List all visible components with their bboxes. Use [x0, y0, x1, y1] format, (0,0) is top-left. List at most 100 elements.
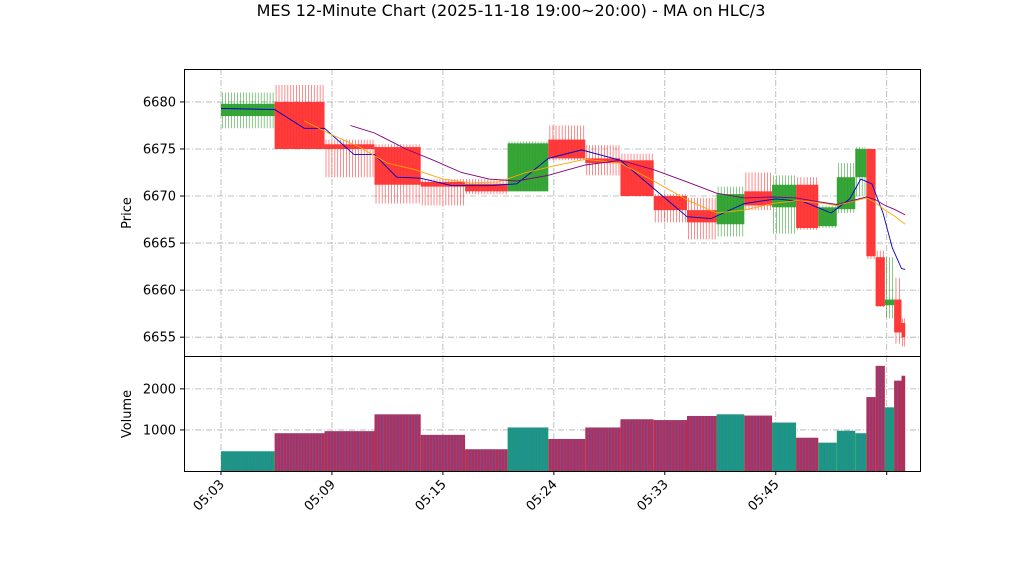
volume-bar [866, 397, 876, 471]
candle-body [855, 148, 867, 178]
down-candle [324, 139, 375, 178]
volume-bar-body [901, 375, 906, 471]
down-candle [796, 177, 819, 230]
volume-bar-body [620, 419, 654, 471]
candle-body [420, 181, 466, 187]
volume-bar [507, 427, 549, 471]
volume-bar-body [324, 431, 375, 471]
volume-y-ticks: 1000 2000 [143, 382, 184, 438]
moving-average-line [350, 125, 906, 216]
candle-body [465, 183, 508, 192]
volume-tick-label: 2000 [143, 382, 176, 397]
candle-body [744, 191, 773, 206]
volume-bar-body [420, 434, 466, 471]
volume-bar [465, 449, 508, 471]
volume-bar [818, 442, 837, 471]
candle-body [324, 144, 375, 149]
price-axis-label: Price [120, 197, 135, 229]
candle-body [220, 103, 275, 117]
down-candle [374, 144, 421, 204]
down-candle [274, 84, 325, 149]
volume-bar [420, 434, 466, 471]
volume-bar [374, 414, 421, 471]
volume-axis-label: Volume [120, 390, 135, 438]
volume-tick-label: 1000 [143, 423, 176, 438]
x-tick-label: 05:09 [302, 477, 339, 514]
up-candle [220, 92, 275, 129]
price-tick-label: 6680 [143, 95, 176, 110]
down-candle [866, 148, 876, 260]
candle-body [894, 299, 902, 333]
volume-bar [875, 365, 885, 471]
candle-body [884, 299, 895, 306]
volume-bar [796, 437, 819, 471]
volume-bar [274, 433, 325, 471]
price-panel: 6655 6660 6665 6670 6675 6680 Price [120, 69, 921, 357]
price-tick-label: 6675 [143, 142, 176, 157]
volume-bar [901, 375, 906, 471]
x-tick-label: 05:24 [524, 477, 561, 514]
candle-body [796, 184, 819, 229]
candle-body [866, 148, 876, 257]
candle-body [901, 323, 906, 338]
candle-body [585, 158, 621, 164]
volume-bar-body [796, 437, 819, 471]
volume-bar [686, 415, 717, 471]
candle-body [875, 257, 885, 307]
candle-body [548, 139, 586, 159]
moving-average-line [220, 108, 906, 270]
chart-title: MES 12-Minute Chart (2025-11-18 19:00~20… [257, 1, 766, 20]
candle-body [716, 194, 745, 225]
volume-bar [620, 419, 654, 471]
candle-body [818, 207, 837, 227]
volume-bar [324, 431, 375, 471]
price-y-ticks: 6655 6660 6665 6670 6675 6680 [143, 95, 184, 346]
volume-bar [836, 430, 856, 471]
volume-bar [884, 407, 895, 471]
price-tick-label: 6670 [143, 190, 176, 205]
price-candles [220, 84, 906, 347]
volume-bar-body [653, 420, 687, 471]
down-candle [653, 194, 687, 223]
volume-bar-body [274, 433, 325, 471]
candle-body [686, 210, 717, 223]
volume-bar-body [716, 414, 745, 471]
volume-bar-body [744, 415, 773, 471]
down-candle [420, 179, 466, 206]
x-tick-label: 05:33 [635, 477, 672, 514]
volume-bar [855, 433, 867, 471]
x-tick-label: 05:03 [191, 477, 228, 514]
volume-bar [585, 427, 621, 471]
volume-bar-body [866, 397, 876, 471]
volume-bars [220, 365, 906, 471]
up-candle [855, 147, 867, 197]
volume-bar [772, 422, 797, 471]
candle-body [772, 184, 797, 208]
volume-bar [220, 451, 275, 471]
down-candle [875, 250, 885, 308]
price-tick-label: 6660 [143, 284, 176, 299]
price-tick-label: 6655 [143, 331, 176, 346]
down-candle [894, 277, 902, 344]
volume-bar [894, 380, 902, 471]
volume-bar-body [884, 407, 895, 471]
volume-bar [548, 438, 586, 471]
price-tick-label: 6665 [143, 237, 176, 252]
up-candle [884, 257, 895, 319]
candle-body [507, 143, 549, 192]
volume-bar-body [875, 365, 885, 471]
down-candle [465, 179, 508, 195]
volume-gridlines [184, 356, 920, 471]
down-candle [548, 125, 586, 161]
volume-panel: 1000 2000 Volume [120, 356, 921, 472]
moving-average-line [303, 120, 906, 225]
moving-average-lines [220, 108, 906, 270]
down-candle [901, 318, 906, 347]
volume-panel-frame [184, 356, 921, 472]
volume-bar-body [374, 414, 421, 471]
x-axis-ticks: 05:03 05:09 05:15 05:24 05:33 05:45 [191, 471, 888, 514]
volume-bar [716, 414, 745, 471]
x-tick-label: 05:45 [745, 477, 782, 514]
up-candle [836, 163, 856, 213]
